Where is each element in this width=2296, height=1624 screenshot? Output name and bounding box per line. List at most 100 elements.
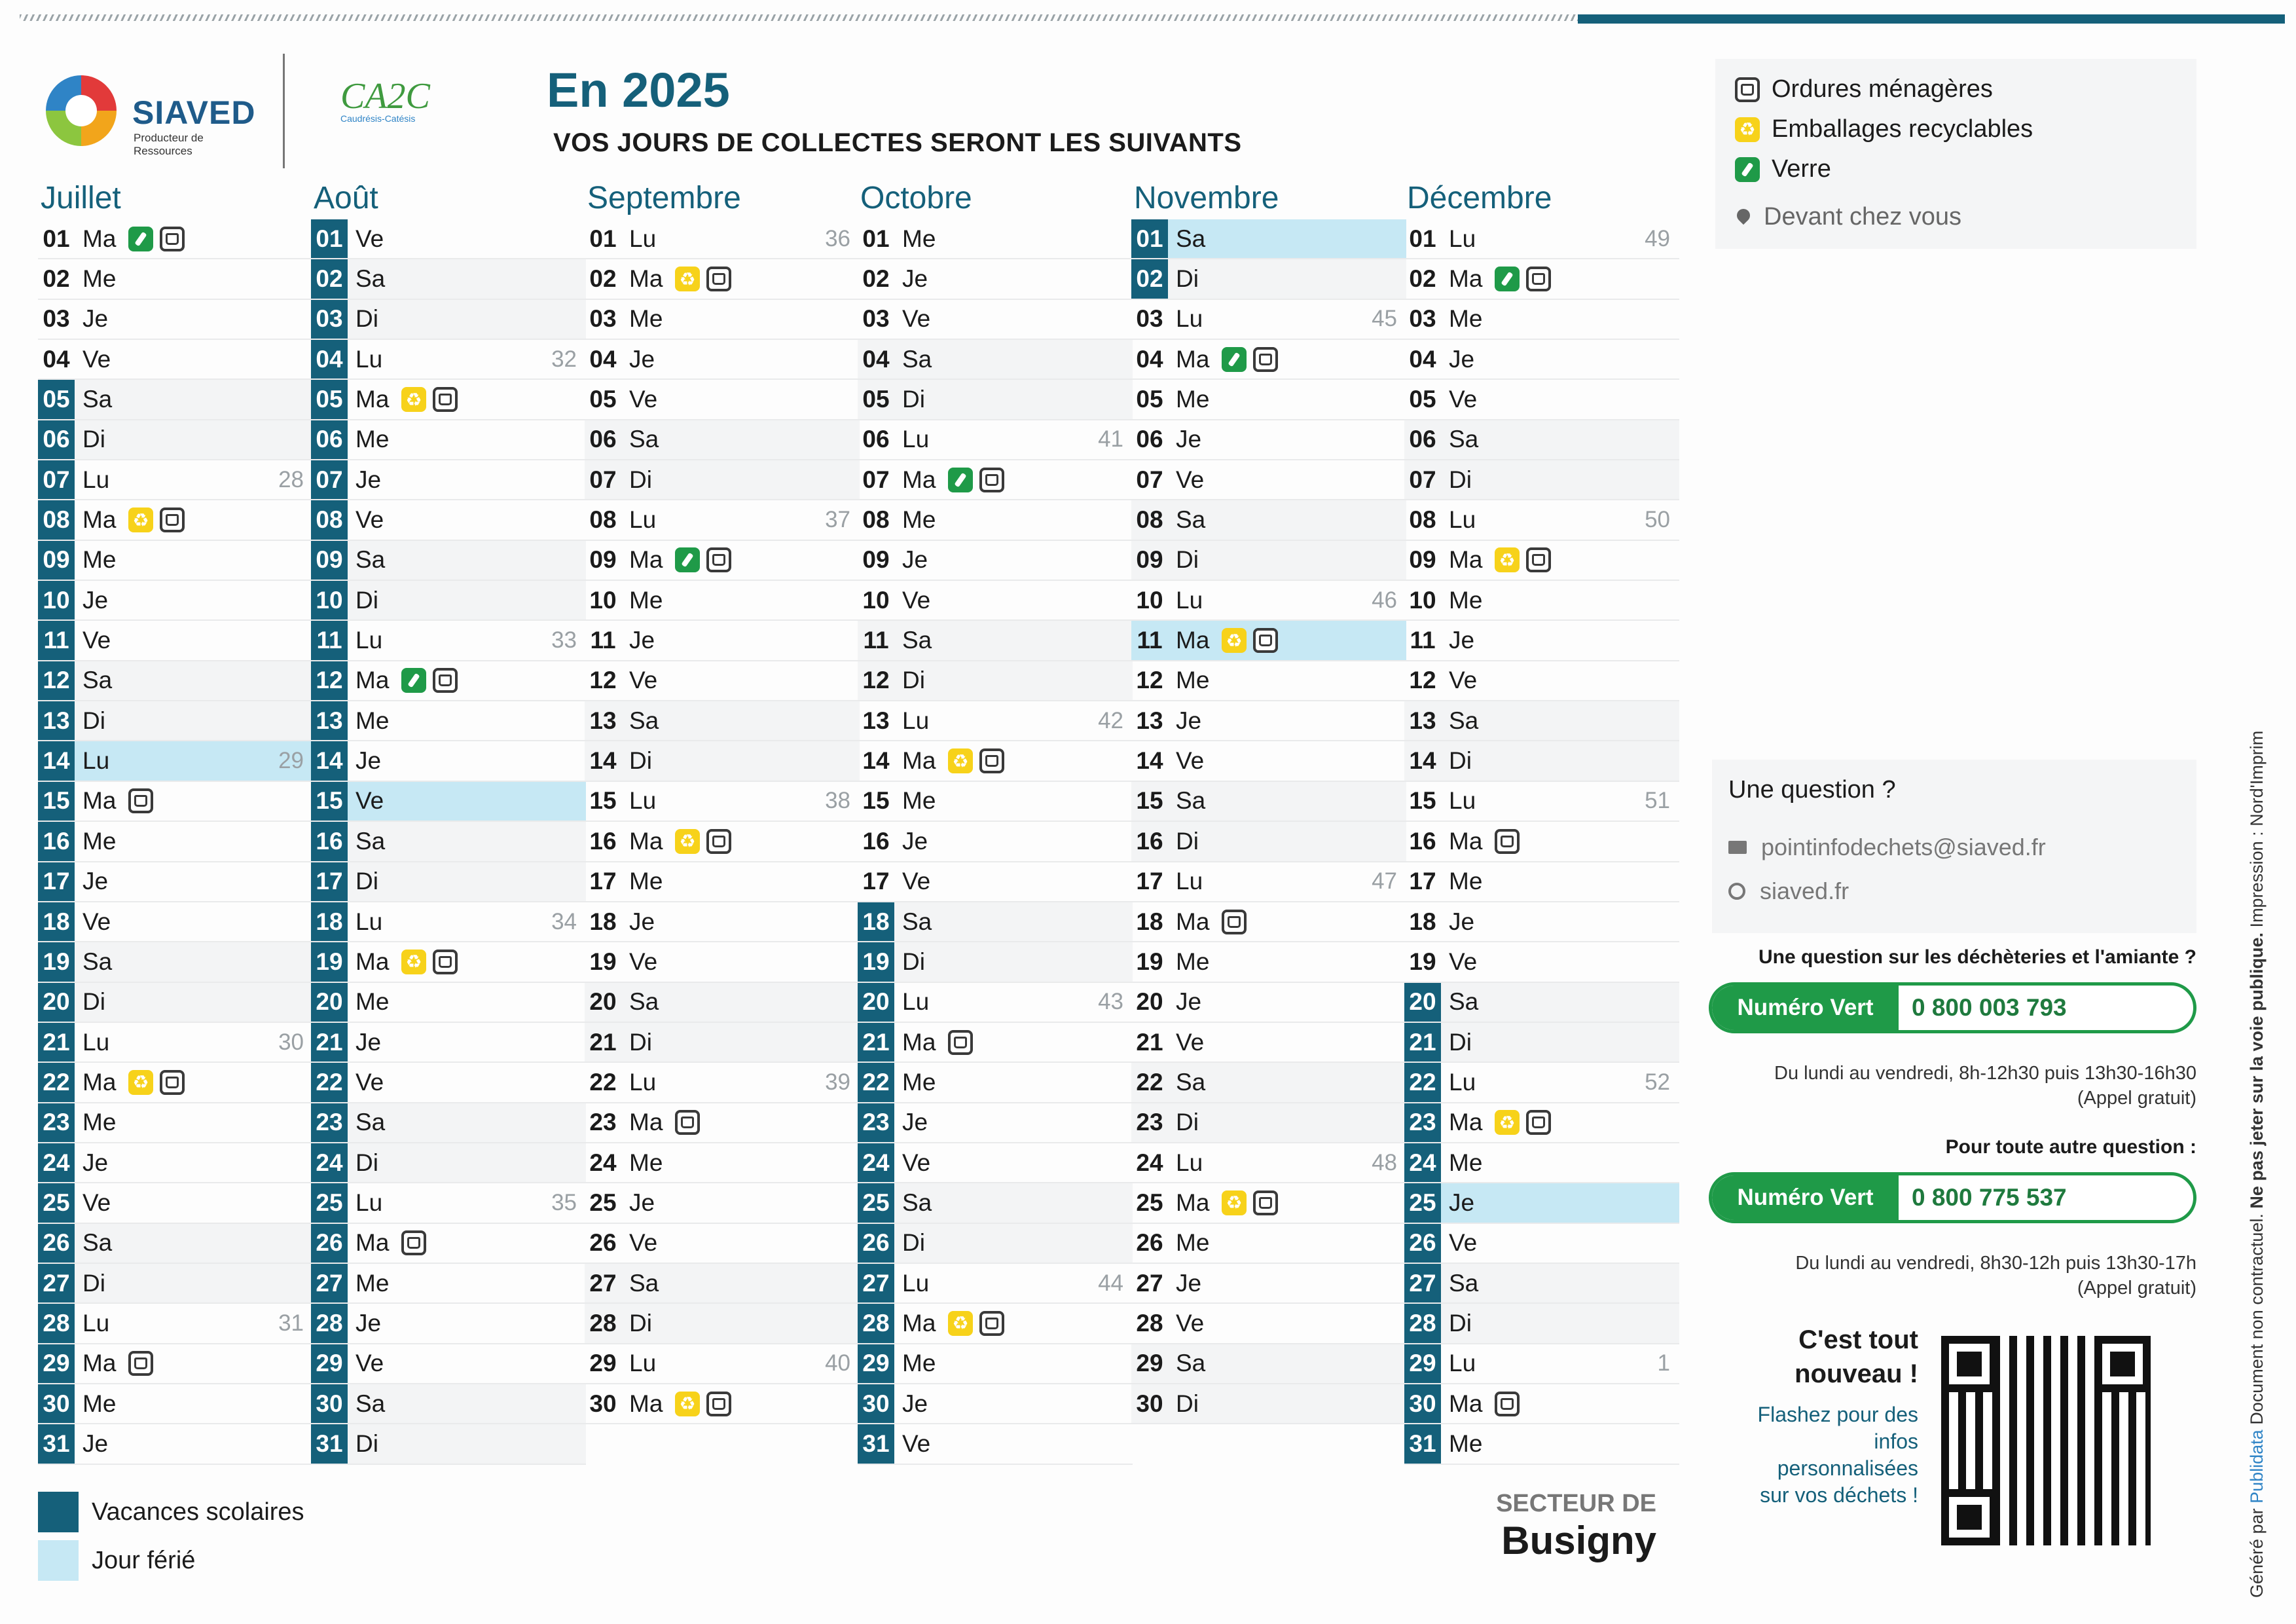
- calendar-day-row: 01 Lu 49: [1404, 219, 1679, 260]
- weekday-label: Ma: [629, 265, 663, 293]
- calendar-day-row: 16 Ma: [1404, 822, 1679, 862]
- calendar-day-row: 13 Di: [38, 701, 313, 742]
- weekday-label: Me: [1176, 948, 1210, 975]
- day-number: 21: [38, 1022, 75, 1062]
- legend-vacances: Vacances scolaires: [38, 1492, 304, 1532]
- calendar-day-row: 22 Lu 39: [585, 1063, 860, 1103]
- calendar-day-row: 07 Di: [1404, 460, 1679, 501]
- calendar-day-row: 04 Je: [585, 340, 860, 380]
- week-number: 43: [1098, 989, 1123, 1015]
- week-number: 39: [825, 1069, 850, 1095]
- day-number: 06: [589, 426, 617, 453]
- legend-verre: Verre: [1735, 155, 1831, 183]
- email-link[interactable]: pointinfodechets@siaved.fr: [1761, 834, 2046, 860]
- weekday-label: Je: [1176, 707, 1202, 734]
- numero-vert-1-number[interactable]: 0 800 003 793: [1912, 994, 2067, 1021]
- weekday-label: Je: [1449, 627, 1475, 654]
- weekday-label: Je: [82, 868, 109, 895]
- weekday-label: Lu: [1176, 868, 1203, 895]
- calendar-day-row: 21 Lu 30: [38, 1022, 313, 1063]
- week-number: 37: [825, 507, 850, 533]
- website-link[interactable]: siaved.fr: [1760, 877, 1850, 904]
- recycle-icon: [1222, 1190, 1247, 1215]
- day-number: 05: [1136, 386, 1163, 413]
- calendar-day-row: 19 Me: [1131, 942, 1406, 983]
- weekday-label: Di: [1176, 827, 1199, 855]
- weekday-label: Ma: [355, 1229, 390, 1257]
- calendar-day-row: 28 Ma: [858, 1304, 1133, 1344]
- day-number: 09: [862, 546, 890, 574]
- trash-bin-icon: [1526, 1110, 1551, 1135]
- numero-vert-label: Numéro Vert: [1712, 1175, 1899, 1220]
- calendar-day-row: 01 Ve: [311, 219, 586, 260]
- weekday-label: Sa: [902, 908, 932, 935]
- day-number: 21: [1404, 1022, 1441, 1062]
- glass-bottle-icon: [1222, 346, 1247, 372]
- weekday-label: Ma: [902, 1028, 936, 1056]
- day-number: 11: [1137, 627, 1163, 654]
- recycle-icon: [1495, 1110, 1520, 1135]
- collection-icons: [128, 219, 185, 258]
- weekday-label: Sa: [902, 1189, 932, 1216]
- weekday-label: Di: [355, 1430, 378, 1457]
- calendar-day-row: 18 Lu 34: [311, 902, 586, 943]
- day-number: 05: [589, 386, 617, 413]
- day-number: 09: [589, 546, 617, 574]
- weekday-label: Sa: [629, 988, 659, 1016]
- day-number: 19: [38, 942, 75, 982]
- weekday-label: Ve: [902, 1430, 931, 1457]
- qr-code[interactable]: [1941, 1336, 2151, 1545]
- day-number: 09: [1136, 546, 1163, 574]
- weekday-label: Di: [82, 988, 105, 1016]
- collection-icons: [1495, 541, 1551, 580]
- weekday-label: Di: [82, 707, 105, 734]
- glass-bottle-icon: [1735, 157, 1760, 182]
- weekday-label: Ve: [1176, 747, 1205, 775]
- weekday-label: Ma: [355, 386, 390, 413]
- weekday-label: Lu: [82, 1028, 110, 1056]
- calendar-day-row: 24 Di: [311, 1143, 586, 1184]
- day-number: 07: [862, 466, 890, 493]
- numero-vert-2[interactable]: Numéro Vert 0 800 775 537: [1709, 1172, 2196, 1223]
- calendar-day-row: 28 Di: [585, 1304, 860, 1344]
- logo-divider: [283, 54, 285, 168]
- month-name: Juillet: [41, 181, 121, 215]
- calendar-day-row: 26 Ve: [585, 1224, 860, 1264]
- weekday-label: Sa: [355, 1390, 386, 1417]
- calendar-day-row: 09 Me: [38, 540, 313, 581]
- calendar-day-row: 16 Me: [38, 822, 313, 862]
- day-number: 14: [1136, 747, 1163, 775]
- calendar-day-row: 17 Lu 47: [1131, 862, 1406, 902]
- calendar-day-row: 13 Sa: [1404, 701, 1679, 742]
- numero-vert-2-number[interactable]: 0 800 775 537: [1912, 1184, 2067, 1211]
- calendar-day-row: 23 Je: [858, 1103, 1133, 1143]
- weekday-label: Ve: [82, 627, 111, 654]
- calendar-day-row: 13 Me: [311, 701, 586, 742]
- nv1-hours: Du lundi au vendredi, 8h-12h30 puis 13h3…: [1702, 1061, 2196, 1111]
- weekday-label: Lu: [902, 1269, 930, 1297]
- weekday-label: Di: [1176, 1109, 1199, 1136]
- trash-bin-icon: [1495, 828, 1520, 854]
- glass-bottle-icon: [948, 467, 973, 492]
- day-number: 05: [38, 380, 75, 419]
- weekday-label: Me: [902, 1068, 936, 1096]
- weekday-label: Sa: [1176, 787, 1206, 815]
- day-number: 08: [1136, 506, 1163, 534]
- weekday-label: Sa: [1176, 1068, 1206, 1096]
- weekday-label: Di: [1176, 265, 1199, 293]
- weekday-label: Je: [1176, 1269, 1202, 1297]
- calendar-day-row: 08 Ve: [311, 500, 586, 541]
- weekday-label: Sa: [1176, 1350, 1206, 1377]
- email-line[interactable]: pointinfodechets@siaved.fr: [1728, 834, 2046, 861]
- calendar-day-row: 15 Sa: [1131, 781, 1406, 822]
- day-number: 18: [38, 902, 75, 942]
- website-line[interactable]: siaved.fr: [1728, 877, 1849, 905]
- weekday-label: Ma: [629, 546, 663, 574]
- day-number: 26: [1136, 1229, 1163, 1257]
- weekday-label: Sa: [1449, 426, 1479, 453]
- day-number: 28: [38, 1304, 75, 1343]
- side-nepasjeter: Ne pas jeter sur la voie publique.: [2247, 932, 2267, 1209]
- numero-vert-1[interactable]: Numéro Vert 0 800 003 793: [1709, 982, 2196, 1033]
- collection-icons: [401, 661, 458, 700]
- calendar-day-row: 19 Ve: [585, 942, 860, 983]
